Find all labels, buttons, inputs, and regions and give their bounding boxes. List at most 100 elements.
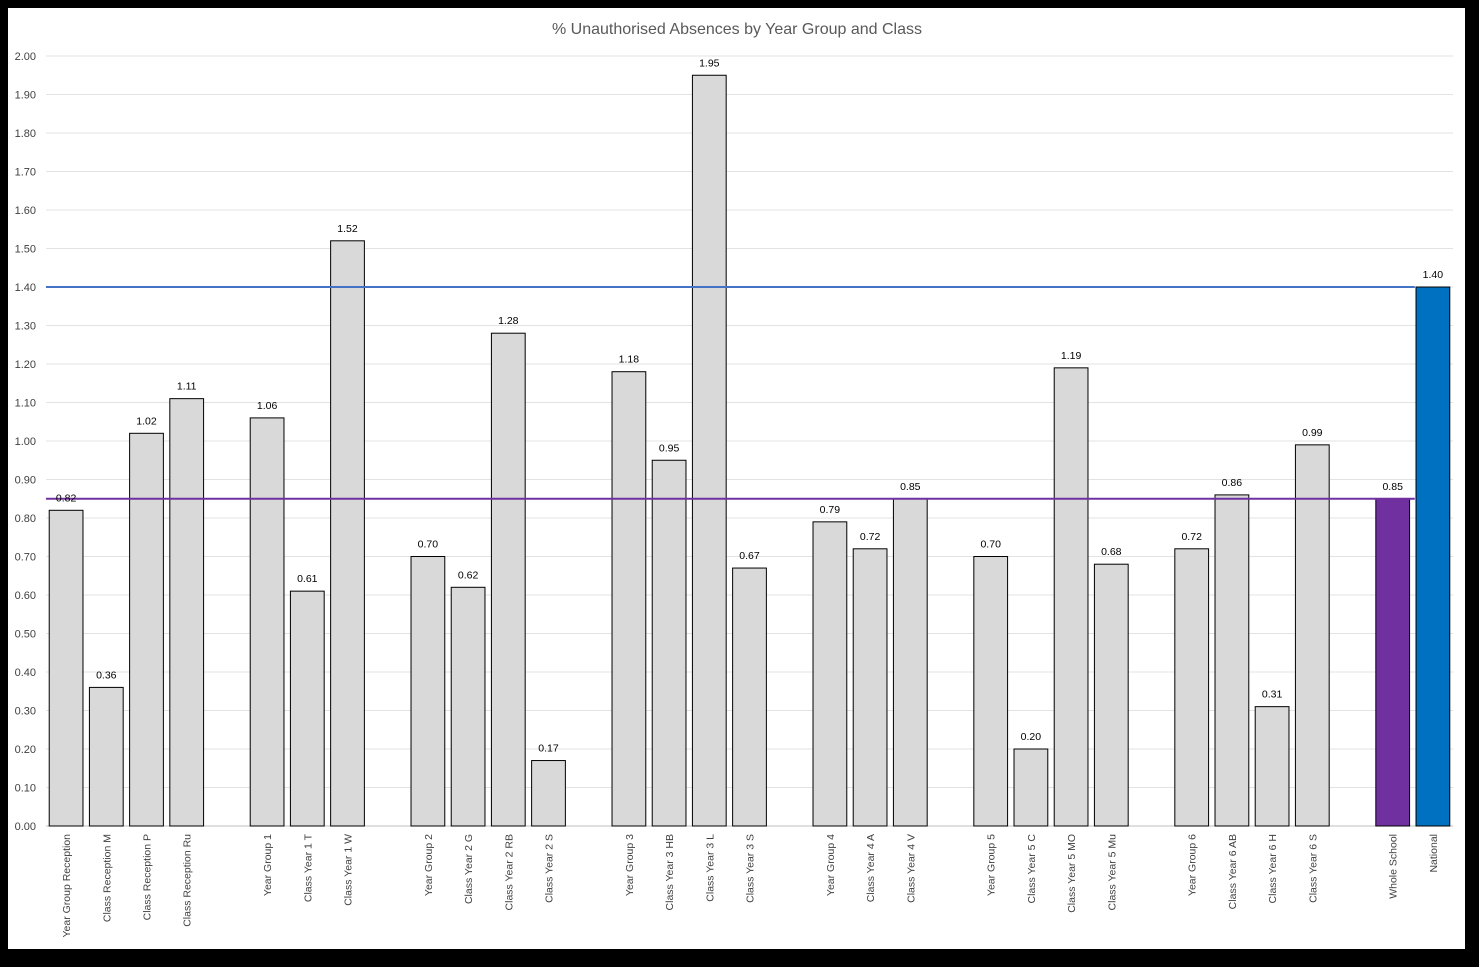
reference-lines bbox=[46, 286, 1415, 500]
y-tick-label: 1.60 bbox=[15, 205, 36, 217]
data-label: 0.67 bbox=[739, 550, 760, 562]
bar bbox=[531, 760, 566, 827]
x-tick-label: Class Reception P bbox=[142, 834, 154, 920]
data-label: 0.95 bbox=[659, 442, 680, 454]
data-label: 0.82 bbox=[56, 492, 77, 504]
y-tick-label: 2.00 bbox=[15, 51, 36, 63]
y-tick-label: 1.70 bbox=[15, 167, 36, 179]
chart-title: % Unauthorised Absences by Year Group an… bbox=[552, 21, 922, 38]
bar bbox=[812, 521, 848, 827]
bar bbox=[1294, 444, 1330, 827]
data-label: 0.72 bbox=[1181, 531, 1202, 543]
y-tick-label: 1.80 bbox=[15, 128, 36, 140]
bar bbox=[852, 548, 888, 827]
data-label: 0.62 bbox=[458, 569, 479, 581]
y-tick-label: 0.90 bbox=[15, 475, 36, 487]
data-label: 1.11 bbox=[177, 381, 197, 393]
y-tick-label: 0.70 bbox=[15, 552, 36, 564]
bar bbox=[1093, 563, 1129, 827]
data-label: 0.17 bbox=[538, 743, 559, 755]
x-tick-label: Class Year 3 S bbox=[745, 834, 757, 903]
bar bbox=[330, 240, 365, 827]
bar bbox=[450, 586, 486, 827]
y-tick-label: 1.50 bbox=[15, 244, 36, 256]
bar bbox=[1174, 548, 1210, 827]
y-tick-label: 0.50 bbox=[15, 629, 36, 641]
bar bbox=[88, 686, 124, 827]
x-tick-label: Year Group 1 bbox=[262, 834, 274, 896]
bar bbox=[129, 432, 164, 827]
bars bbox=[48, 74, 1451, 827]
bar bbox=[249, 417, 285, 827]
bar bbox=[1375, 498, 1411, 827]
y-tick-label: 1.10 bbox=[15, 398, 36, 410]
data-label: 0.72 bbox=[860, 531, 881, 543]
bar bbox=[1053, 367, 1089, 827]
data-label: 1.18 bbox=[619, 354, 640, 366]
x-tick-label: Year Group Reception bbox=[61, 834, 73, 938]
x-tick-label: Class Year 3 HB bbox=[664, 834, 676, 910]
x-tick-label: Class Year 2 G bbox=[463, 834, 475, 904]
data-label: 0.68 bbox=[1101, 546, 1122, 558]
y-axis-ticks: 0.00 0.10 0.20 0.30 0.40 0.50 0.60 0.70 0.80 0.90… bbox=[15, 51, 36, 833]
bar bbox=[691, 74, 727, 827]
y-tick-label: 1.20 bbox=[15, 359, 36, 371]
x-tick-label: Class Year 5 Mu bbox=[1106, 834, 1118, 911]
x-tick-label: Year Group 2 bbox=[423, 834, 435, 896]
y-tick-label: 1.40 bbox=[15, 282, 36, 294]
x-tick-label: Class Year 3 L bbox=[704, 834, 716, 902]
data-labels: 0.82 0.36 1.02 1.11 1.06 0.61 1.52 0.70 0.62 1.28… bbox=[56, 57, 1443, 754]
data-label: 1.28 bbox=[498, 315, 519, 327]
x-tick-label: Class Reception M bbox=[101, 834, 113, 922]
x-axis-ticks: Year Group Reception Class Reception M Cla… bbox=[61, 833, 1440, 937]
y-tick-label: 1.90 bbox=[15, 90, 36, 102]
data-label: 1.02 bbox=[136, 415, 157, 427]
y-tick-label: 0.60 bbox=[15, 590, 36, 602]
x-tick-label: National bbox=[1428, 834, 1440, 873]
data-label: 1.52 bbox=[337, 223, 358, 235]
x-tick-label: Class Year 6 H bbox=[1267, 834, 1279, 903]
data-label: 0.99 bbox=[1302, 427, 1323, 439]
bar bbox=[169, 398, 205, 827]
bar bbox=[651, 459, 687, 827]
x-tick-label: Year Group 6 bbox=[1187, 834, 1199, 896]
x-tick-label: Class Year 5 MO bbox=[1066, 834, 1078, 913]
bar bbox=[48, 509, 84, 827]
y-tick-label: 0.40 bbox=[15, 667, 36, 679]
x-tick-label: Class Year 5 C bbox=[1026, 834, 1038, 904]
data-label: 1.06 bbox=[257, 400, 278, 412]
data-label: 0.61 bbox=[297, 573, 318, 585]
x-tick-label: Class Year 2 S bbox=[544, 834, 556, 903]
data-label: 0.85 bbox=[1382, 481, 1403, 493]
data-label: 0.36 bbox=[96, 669, 117, 681]
x-tick-label: Class Year 6 AB bbox=[1227, 834, 1239, 909]
x-tick-label: Class Year 4 V bbox=[905, 834, 917, 903]
y-tick-label: 0.00 bbox=[15, 821, 36, 833]
x-tick-label: Class Year 1 W bbox=[343, 834, 355, 906]
data-label: 1.19 bbox=[1061, 350, 1082, 362]
y-tick-label: 1.30 bbox=[15, 321, 36, 333]
bar bbox=[289, 590, 325, 827]
bar bbox=[410, 556, 446, 827]
y-tick-label: 1.00 bbox=[15, 436, 36, 448]
y-tick-label: 0.80 bbox=[15, 513, 36, 525]
data-label: 0.20 bbox=[1021, 731, 1042, 743]
bar bbox=[1013, 748, 1049, 827]
bar bbox=[490, 332, 526, 827]
y-tick-label: 0.10 bbox=[15, 783, 36, 795]
bar bbox=[611, 371, 647, 827]
data-label: 1.40 bbox=[1423, 269, 1444, 281]
data-label: 0.70 bbox=[980, 539, 1001, 551]
x-tick-label: Year Group 5 bbox=[986, 834, 998, 896]
x-tick-label: Year Group 4 bbox=[825, 834, 837, 896]
data-label: 1.95 bbox=[699, 57, 720, 69]
bar bbox=[1214, 494, 1250, 827]
data-label: 0.79 bbox=[820, 504, 841, 516]
y-tick-label: 0.30 bbox=[15, 706, 36, 718]
data-label: 0.85 bbox=[900, 481, 921, 493]
x-tick-label: Class Reception Ru bbox=[182, 834, 194, 927]
x-tick-label: Class Year 4 A bbox=[865, 834, 877, 902]
x-tick-label: Class Year 6 S bbox=[1307, 834, 1319, 903]
x-tick-label: Class Year 2 RB bbox=[503, 834, 515, 910]
data-label: 0.31 bbox=[1262, 689, 1283, 701]
